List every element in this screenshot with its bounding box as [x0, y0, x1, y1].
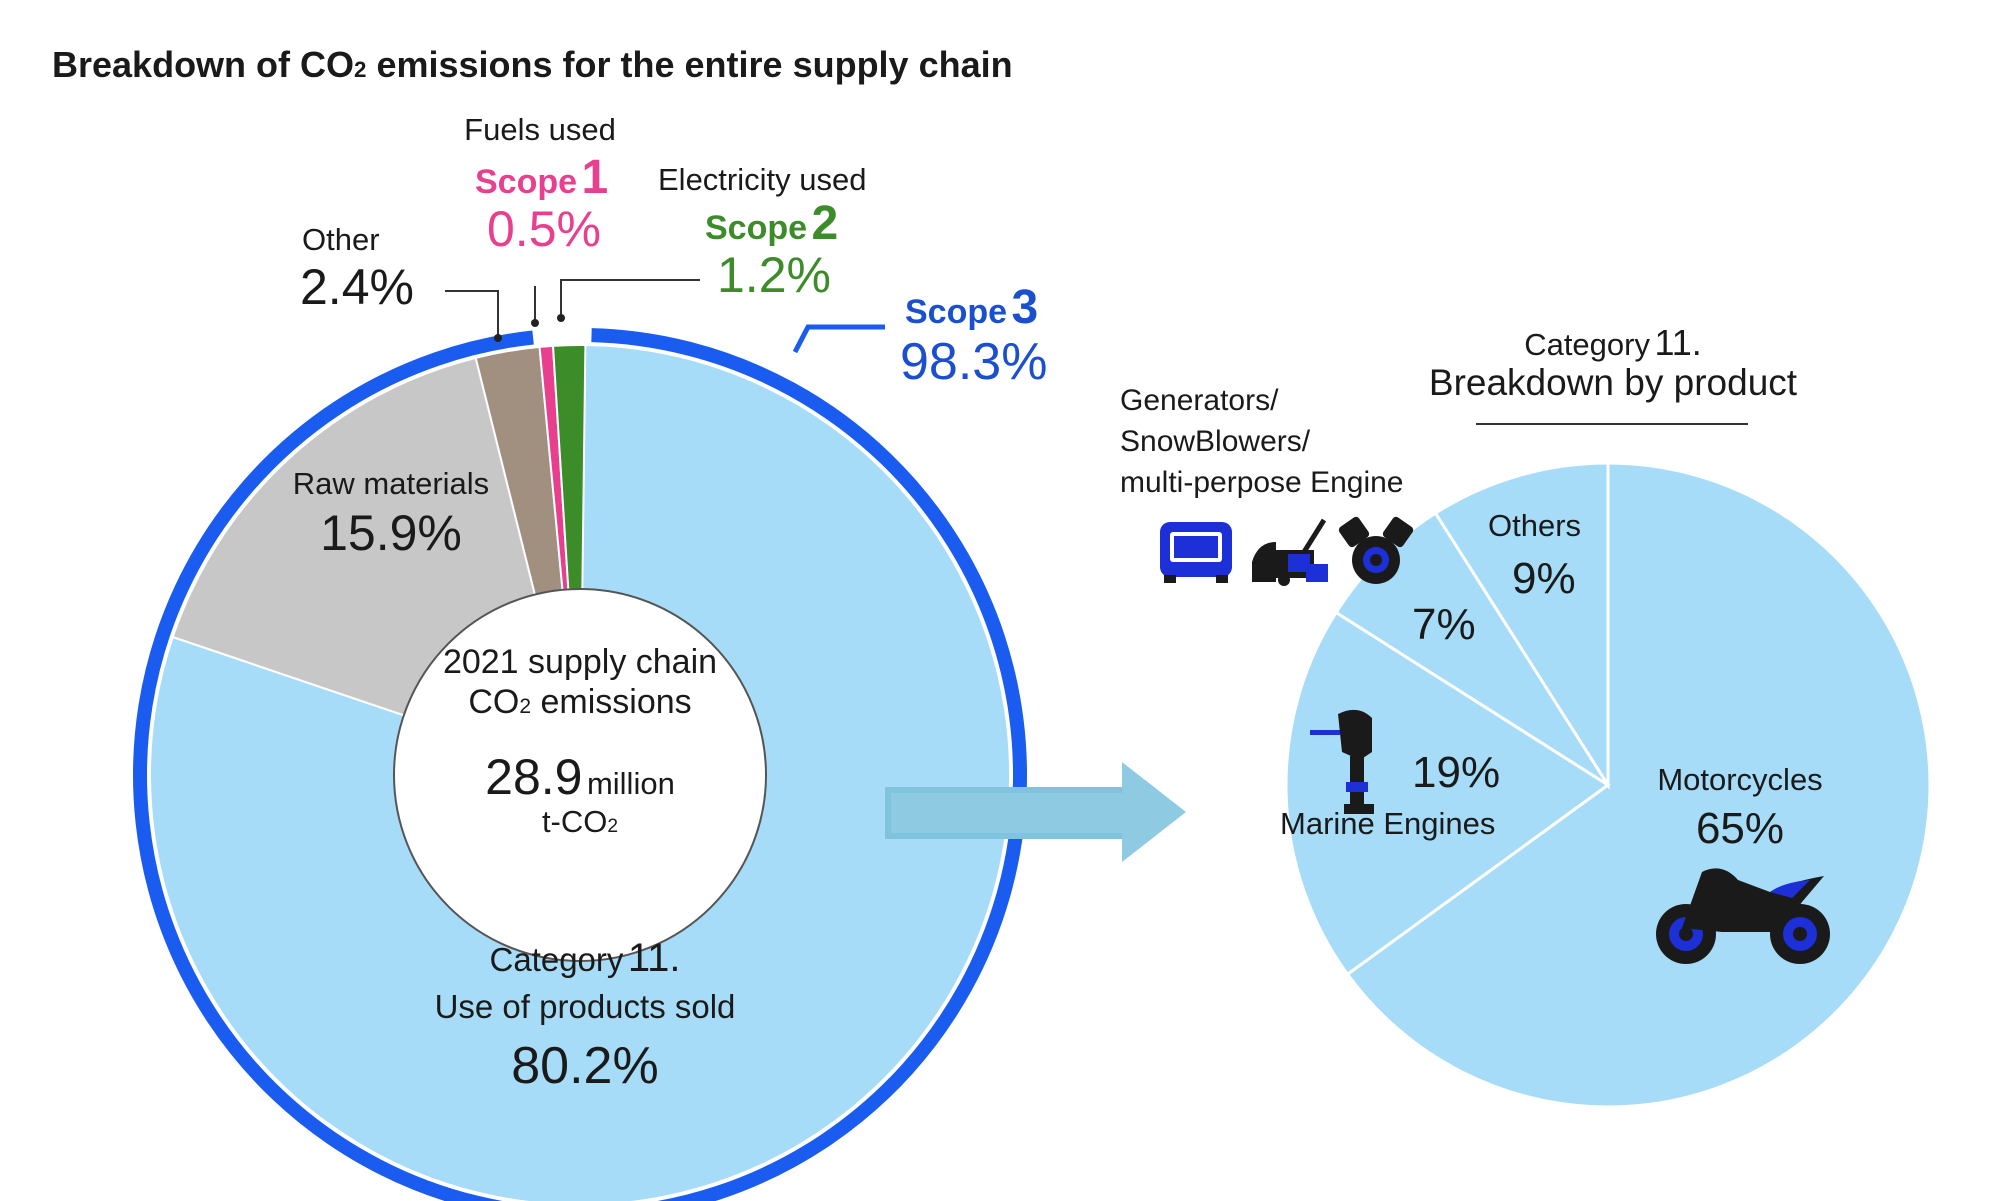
scope3-value: 98.3%	[900, 333, 1048, 391]
other-leader-dot	[494, 334, 502, 342]
generators-line3: multi-perpose Engine	[1120, 466, 1404, 499]
center-unit: t-CO2	[541, 804, 619, 839]
slice-others	[1433, 461, 1610, 791]
generators-line2: SnowBlowers/	[1120, 425, 1311, 458]
motorcycles-value: 65%	[1695, 804, 1785, 853]
use-of-products-label: Use of products sold	[434, 988, 736, 1025]
other-label: Other	[302, 222, 380, 257]
scope2-leader-dot	[557, 314, 565, 322]
motorcycle-icon	[1656, 868, 1830, 964]
slice-marine-engines	[1284, 610, 1611, 977]
donut-center	[393, 588, 767, 962]
raw-materials-value: 15.9%	[320, 505, 462, 561]
marine-value: 19%	[1412, 748, 1501, 797]
motorcycles-label: Motorcycles	[1657, 762, 1823, 797]
generators-label: Generators/ SnowBlowers/ multi-perpose E…	[1120, 380, 1404, 503]
snowblower-icon	[1252, 518, 1328, 586]
center-line1: 2021 supply chain	[442, 643, 718, 681]
others-label: Others	[1488, 508, 1582, 543]
center-text: 2021 supply chain CO2 emissions	[400, 642, 760, 727]
scope1-label: Scope 1	[475, 151, 609, 204]
generator-icon	[1160, 522, 1232, 583]
scope1-value: 0.5%	[487, 201, 601, 257]
marine-label: Marine Engines	[1280, 806, 1496, 841]
slice-category-11-use-of-products-sold	[149, 343, 1011, 1201]
center-line2: CO2 emissions	[468, 683, 692, 721]
others-value: 9%	[1512, 554, 1576, 603]
fuels-used-label: Fuels used	[464, 112, 616, 147]
raw-materials-label: Raw materials	[292, 466, 490, 501]
scope3-ring	[133, 328, 1027, 1201]
supply-chain-donut	[133, 328, 1027, 1201]
electricity-used-label: Electricity used	[658, 162, 867, 197]
generators-line1: Generators/	[1120, 384, 1279, 417]
right-category-label: Category 11.	[1524, 322, 1702, 363]
other-leader-line	[445, 290, 499, 338]
engine-icon	[1338, 516, 1414, 584]
scope2-value: 1.2%	[717, 247, 831, 303]
chart-title: Breakdown of CO2 emissions for the entir…	[52, 44, 1013, 85]
right-heading: Breakdown by product	[1428, 362, 1798, 403]
use-of-products-value: 80.2%	[511, 1037, 659, 1095]
scope2-leader-line	[560, 279, 700, 318]
scope3-label: Scope 3	[905, 281, 1039, 334]
center-value: 28.9 million	[485, 749, 675, 805]
generators-value: 7%	[1412, 600, 1476, 649]
outboard-motor-icon	[1310, 709, 1374, 814]
scope3-leader-line	[792, 324, 885, 354]
category11-label: Category 11.	[489, 936, 681, 980]
scope1-leader-dot	[531, 319, 539, 327]
arrow-icon	[885, 762, 1186, 862]
other-value: 2.4%	[300, 259, 414, 315]
scope2-label: Scope 2	[705, 197, 839, 250]
